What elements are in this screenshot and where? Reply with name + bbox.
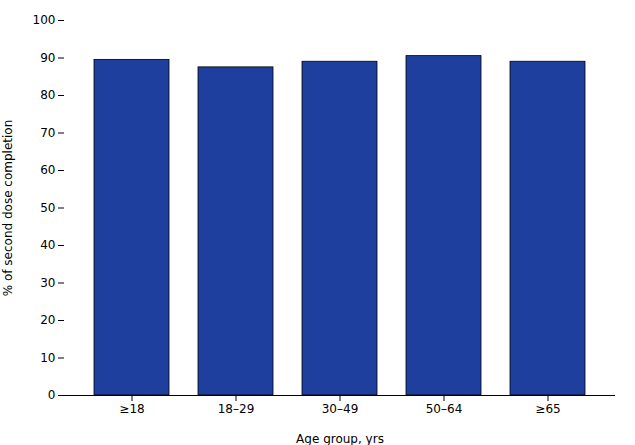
svg-text:50–64: 50–64	[426, 402, 463, 416]
svg-text:30: 30	[40, 276, 55, 290]
svg-text:0: 0	[48, 388, 56, 402]
svg-text:40: 40	[40, 238, 55, 252]
svg-text:30–49: 30–49	[322, 402, 359, 416]
svg-text:100: 100	[33, 13, 56, 27]
svg-text:50: 50	[40, 201, 55, 215]
svg-text:10: 10	[40, 351, 55, 365]
svg-text:Age group, yrs: Age group, yrs	[296, 432, 384, 445]
svg-text:80: 80	[40, 88, 55, 102]
svg-text:90: 90	[40, 51, 55, 65]
svg-text:18–29: 18–29	[218, 402, 255, 416]
svg-text:60: 60	[40, 163, 55, 177]
svg-text:≥65: ≥65	[535, 402, 560, 416]
svg-text:% of second dose completion: % of second dose completion	[1, 120, 15, 297]
svg-text:20: 20	[40, 313, 55, 327]
svg-text:≥18: ≥18	[119, 402, 144, 416]
svg-text:70: 70	[40, 126, 55, 140]
